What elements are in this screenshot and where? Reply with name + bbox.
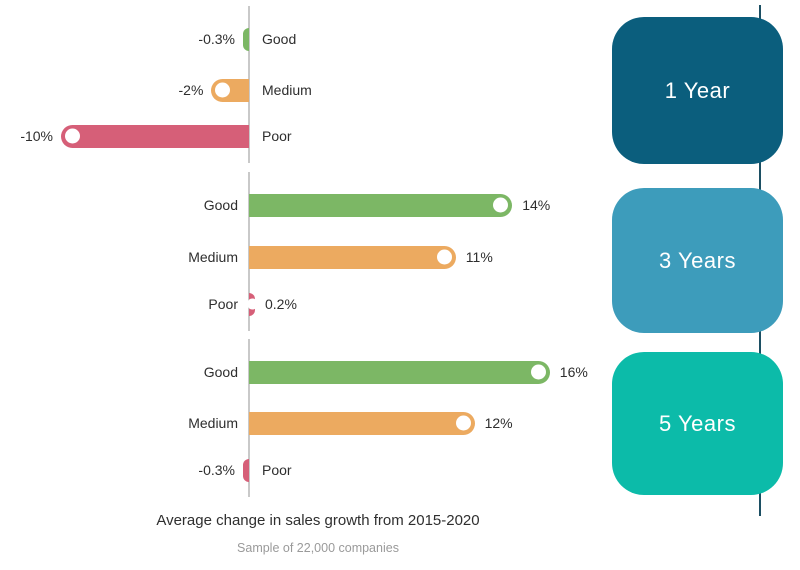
bar-end-dot	[493, 197, 509, 213]
category-label: Good	[203, 196, 238, 213]
bar-row-1y-medium: -2% Medium	[0, 78, 800, 102]
period-box-1-year: 1 Year	[612, 17, 783, 164]
value-label: -2%	[178, 81, 204, 98]
bar	[249, 193, 513, 217]
chart-subtitle: Sample of 22,000 companies	[237, 541, 399, 555]
bar-end-dot	[215, 82, 231, 98]
bar-row-5y-medium: 12% Medium	[0, 411, 800, 435]
bar-row-1y-good: -0.3% Good	[0, 27, 800, 51]
bar-row-3y-good: 14% Good	[0, 193, 800, 217]
bar-end-dot	[455, 415, 471, 431]
category-label: Poor	[262, 127, 292, 144]
bar-end-dot	[247, 298, 258, 310]
bar	[249, 360, 550, 384]
period-box-5-years: 5 Years	[612, 352, 783, 495]
category-label: Good	[262, 30, 297, 47]
category-label: Poor	[208, 295, 238, 312]
bar	[249, 411, 475, 435]
bar	[243, 27, 249, 51]
value-label: 0.2%	[265, 295, 297, 312]
bar-row-5y-good: 16% Good	[0, 360, 800, 384]
value-label: 14%	[522, 196, 551, 213]
category-label: Poor	[262, 461, 292, 478]
value-label: 11%	[465, 248, 493, 265]
bar-row-3y-medium: 11% Medium	[0, 245, 800, 269]
category-label: Medium	[188, 248, 238, 265]
period-box-3-years: 3 Years	[612, 188, 783, 333]
value-label: 12%	[484, 414, 513, 431]
value-label: -10%	[20, 127, 53, 144]
bar	[249, 245, 456, 269]
bar-end-dot	[530, 364, 546, 380]
bar-row-3y-poor: 0.2% Poor	[0, 292, 800, 316]
bar	[247, 292, 258, 316]
bar-row-5y-poor: -0.3% Poor	[0, 458, 800, 482]
chart-title: Average change in sales growth from 2015…	[156, 512, 480, 529]
bar	[243, 458, 249, 482]
category-label: Good	[203, 363, 238, 380]
axis-line-group-1	[248, 6, 250, 163]
bar-row-1y-poor: -10% Poor	[0, 124, 800, 148]
value-label: -0.3%	[198, 461, 235, 478]
value-label: -0.3%	[198, 30, 235, 47]
bar	[211, 78, 249, 102]
category-label: Medium	[262, 81, 312, 98]
bar-end-dot	[65, 128, 80, 144]
value-label: 16%	[559, 363, 588, 380]
bar	[61, 124, 249, 148]
bar-end-dot	[436, 249, 452, 265]
category-label: Medium	[188, 414, 238, 431]
